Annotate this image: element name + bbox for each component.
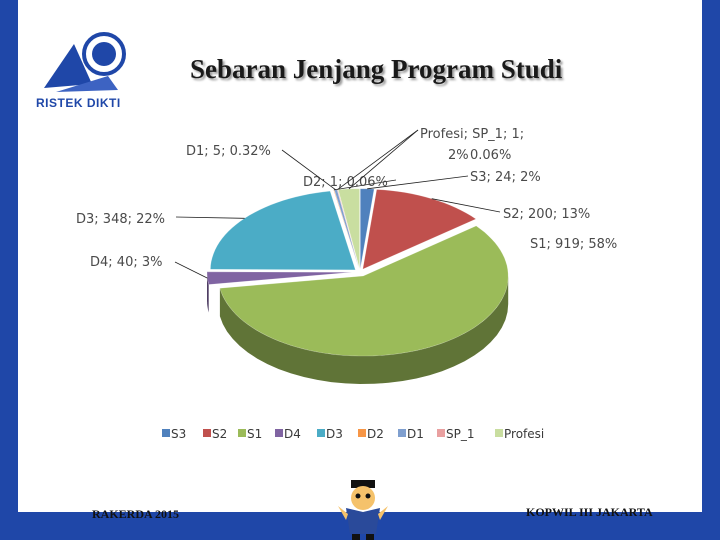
legend-label-D2: D2 [367, 427, 384, 441]
legend-swatch-S3 [162, 429, 170, 437]
legend-label-S1: S1 [247, 427, 262, 441]
data-label-S1: S1; 919; 58% [530, 237, 617, 252]
data-label-D2: D2; 1; 0.06% [303, 175, 388, 190]
legend-swatch-S2 [203, 429, 211, 437]
legend-label-D4: D4 [284, 427, 301, 441]
data-label-profesi-percent: 2% [448, 148, 469, 163]
ristek-dikti-logo [44, 32, 126, 92]
leader-line-S2 [431, 198, 501, 213]
pie-data-labels: S3; 24; 2% S2; 200; 13% S1; 919; 58% D4; 40… [76, 127, 617, 279]
legend-label-D1: D1 [407, 427, 424, 441]
leader-line-D1 [281, 149, 336, 191]
pie-side-walls [207, 272, 509, 384]
logo-text: RISTEK DIKTI [36, 96, 121, 110]
leader-line-D3 [175, 216, 245, 219]
data-label-S3: S3; 24; 2% [470, 170, 541, 185]
data-label-profesi-sp1-top: Profesi; SP_1; 1; [420, 127, 524, 142]
footer-right-text: KOPWIL III JAKARTA [526, 505, 653, 519]
leader-line-D4 [174, 261, 208, 279]
slide-title: Sebaran Jenjang Program Studi [190, 54, 563, 84]
pie-slice-Profesi [337, 188, 360, 269]
pie-side-D4 [207, 272, 209, 313]
data-label-D3: D3; 348; 22% [76, 212, 165, 227]
leader-line-Profesi [348, 129, 419, 190]
pie-side-S1 [219, 276, 509, 384]
data-label-S2: S2; 200; 13% [503, 207, 590, 222]
legend-label-Profesi: Profesi [504, 427, 544, 441]
data-label-D4: D4; 40; 3% [90, 255, 162, 270]
legend-label-S3: S3 [171, 427, 186, 441]
legend-swatch-S1 [238, 429, 246, 437]
right-decorative-band [702, 0, 720, 540]
chart-legend: S3 S2 S1 D4 D3 D2 D1 SP_1 Profesi [162, 427, 544, 441]
left-decorative-band [0, 0, 18, 540]
data-label-D1: D1; 5; 0.32% [186, 144, 271, 159]
legend-label-SP_1: SP_1 [446, 427, 475, 441]
data-label-sp1-percent: 0.06% [470, 148, 511, 163]
legend-label-D3: D3 [326, 427, 343, 441]
legend-label-S2: S2 [212, 427, 227, 441]
legend-swatch-D2 [358, 429, 366, 437]
footer-left-text: RAKERDA 2015 [92, 507, 180, 521]
leader-line-D2 [333, 179, 397, 191]
legend-swatch-SP_1 [437, 429, 445, 437]
legend-swatch-D1 [398, 429, 406, 437]
leader-line-S3 [367, 175, 469, 190]
pie-slice-D3 [210, 190, 356, 271]
legend-swatch-D4 [275, 429, 283, 437]
leader-line-SP_1 [337, 129, 419, 190]
legend-swatch-D3 [317, 429, 325, 437]
pie-slice-S1 [219, 225, 509, 357]
legend-swatch-Profesi [495, 429, 503, 437]
mascot-figure [338, 480, 388, 540]
pie-top-faces [206, 188, 509, 357]
